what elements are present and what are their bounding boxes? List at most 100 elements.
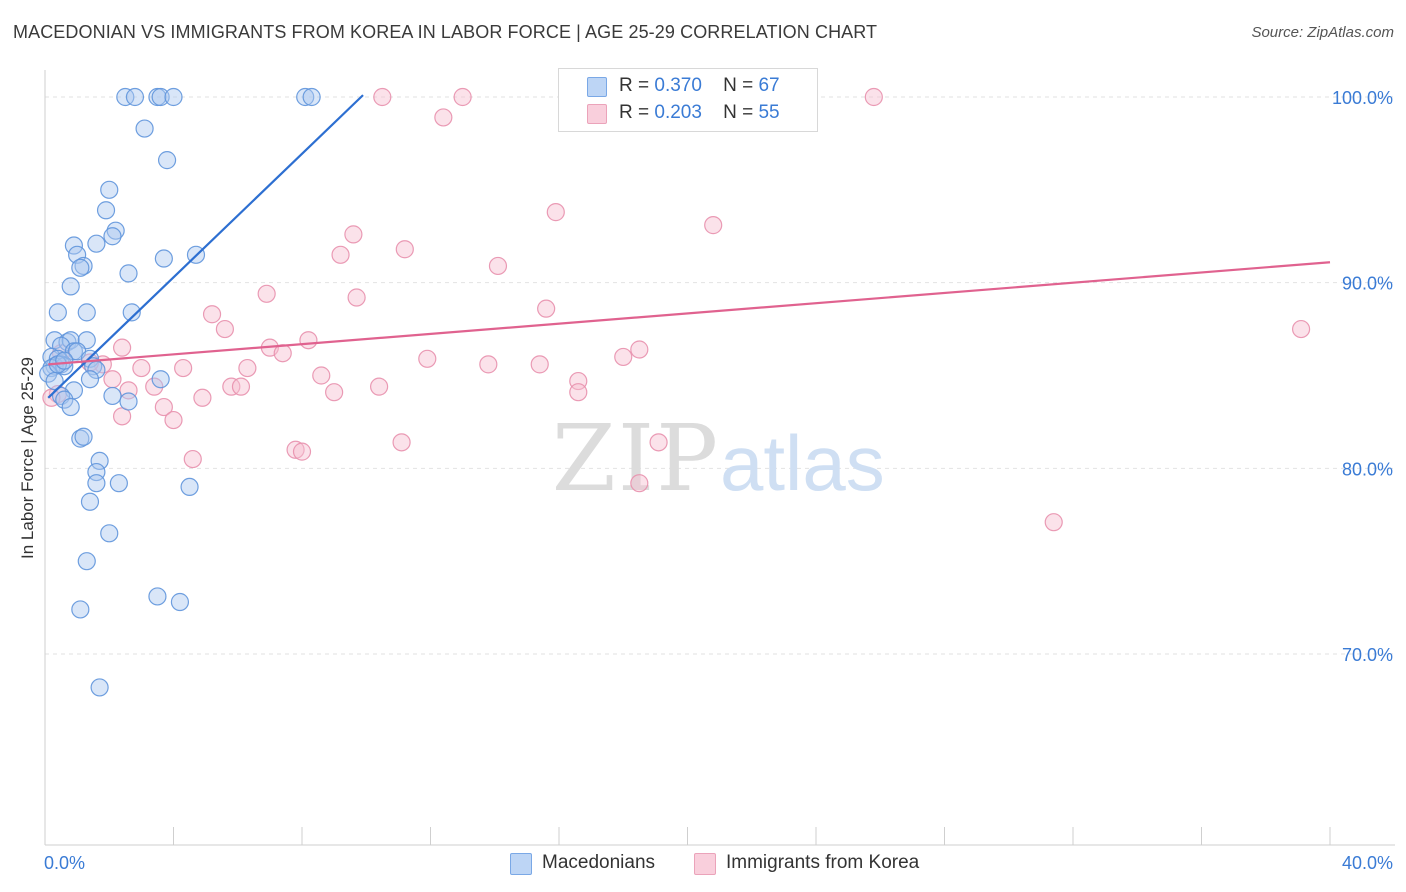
point-macedonians [39,364,58,383]
legend-r-value: 0.203 [654,102,702,123]
point-korea [569,383,588,402]
point-macedonians [119,264,138,283]
point-korea [395,240,414,259]
point-macedonians [103,227,122,246]
point-korea [312,366,331,385]
point-macedonians [170,592,190,612]
point-macedonians [55,351,74,370]
point-macedonians [302,87,321,107]
point-macedonians [296,87,315,107]
y-axis-label: In Labor Force | Age 25-29 [18,357,37,559]
y-tick-label: 90.0% [1342,274,1393,294]
legend-swatch-pink [694,853,716,875]
point-macedonians [74,427,93,446]
point-korea [530,355,549,374]
point-macedonians [119,392,138,411]
point-korea [299,331,318,350]
y-tick-label: 70.0% [1342,645,1393,665]
x-tick-label: 0.0% [44,853,85,873]
point-macedonians [71,600,90,619]
point-korea [649,433,668,452]
stats-legend: R = 0.370 N = 67 R = 0.203 N = 55 [558,68,818,132]
point-macedonians [48,303,67,322]
point-macedonians [151,87,170,107]
point-korea [479,355,498,374]
point-korea [183,449,202,469]
point-macedonians [87,474,106,493]
y-tick-labels: 70.0% 80.0% 90.0% 100.0% [1332,88,1393,665]
point-korea [344,225,363,244]
point-macedonians [71,429,90,448]
point-macedonians [151,370,170,389]
watermark-zip: ZIP [552,405,720,512]
point-korea [546,203,565,222]
point-korea [215,319,234,339]
point-korea [331,245,350,264]
legend-r-label: R = [619,75,650,96]
point-korea [132,358,151,378]
legend-swatch-pink [587,104,607,124]
legend-n-value: 55 [758,102,780,123]
point-macedonians [148,587,167,606]
y-tick-label: 80.0% [1342,459,1393,479]
point-korea [434,108,453,127]
point-korea [257,284,276,303]
legend-n-label: N = [723,102,754,123]
point-korea [202,305,222,324]
point-korea [112,338,132,357]
point-korea [174,358,193,378]
watermark: ZIP atlas [552,405,885,512]
x-tick-labels: 0.0% 40.0% [44,853,1393,873]
legend-label: Macedonians [542,852,656,873]
legend-n-label: N = [723,75,754,96]
point-korea [292,442,312,461]
point-macedonians [135,119,154,138]
point-korea [222,377,241,396]
point-macedonians [90,678,109,697]
point-macedonians [45,357,64,376]
point-korea [373,87,392,107]
legend-swatch-blue [510,853,532,875]
point-macedonians [71,258,90,277]
point-korea [418,349,437,368]
point-macedonians [109,474,128,493]
point-macedonians [77,303,96,322]
point-macedonians [180,477,199,496]
point-korea [488,256,508,276]
y-tick-label: 100.0% [1332,88,1393,108]
point-macedonians [55,390,74,409]
point-korea [704,216,723,235]
point-korea [537,299,556,318]
point-korea [231,377,251,396]
point-korea [370,377,389,396]
point-korea [103,370,122,389]
point-korea [630,474,649,493]
point-korea [145,377,164,396]
point-macedonians [74,256,93,276]
legend-r-value: 0.370 [654,75,702,96]
trend-line-korea [48,261,1331,366]
legend-n-value: 67 [758,75,780,96]
point-korea [864,87,883,107]
point-korea [273,344,292,363]
point-macedonians [80,370,100,389]
x-tick-label: 40.0% [1342,853,1393,873]
point-macedonians [125,87,145,107]
chart-title: MACEDONIAN VS IMMIGRANTS FROM KOREA IN L… [13,22,878,42]
series-macedonians [39,87,321,697]
point-korea [238,358,257,378]
trend-lines [47,94,1331,399]
point-macedonians [116,87,135,107]
source-label: Source: ZipAtlas.com [1251,24,1394,41]
point-macedonians [100,180,119,199]
point-korea [630,340,649,359]
point-macedonians [122,303,141,322]
point-korea [193,388,212,407]
point-macedonians [61,331,80,350]
point-macedonians [80,492,100,511]
axes [44,70,1395,846]
point-korea [614,347,633,367]
point-macedonians [157,151,177,170]
watermark-atlas: atlas [720,419,885,507]
